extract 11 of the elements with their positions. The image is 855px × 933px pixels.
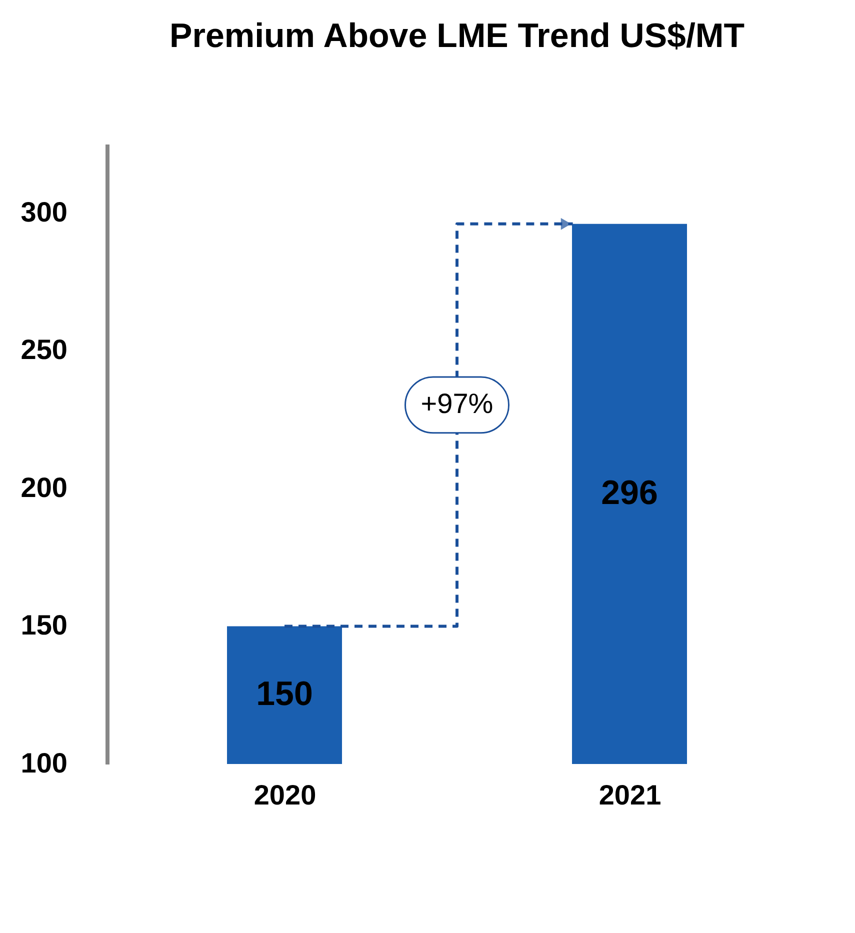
y-tick-label: 200 <box>20 472 68 503</box>
y-tick-label: 250 <box>20 334 68 366</box>
data-label: 150 <box>256 675 313 714</box>
data-label: 296 <box>601 474 658 512</box>
chart-title: Premium Above LME Trend US$/MT <box>170 17 745 55</box>
y-tick-label: 300 <box>20 196 68 228</box>
x-tick-label: 2020 <box>254 780 316 810</box>
y-tick-label: 150 <box>20 610 68 641</box>
annotation: +97% <box>420 388 494 419</box>
y-tick-label: 100 <box>20 748 68 778</box>
x-tick-label: 2021 <box>598 780 662 810</box>
